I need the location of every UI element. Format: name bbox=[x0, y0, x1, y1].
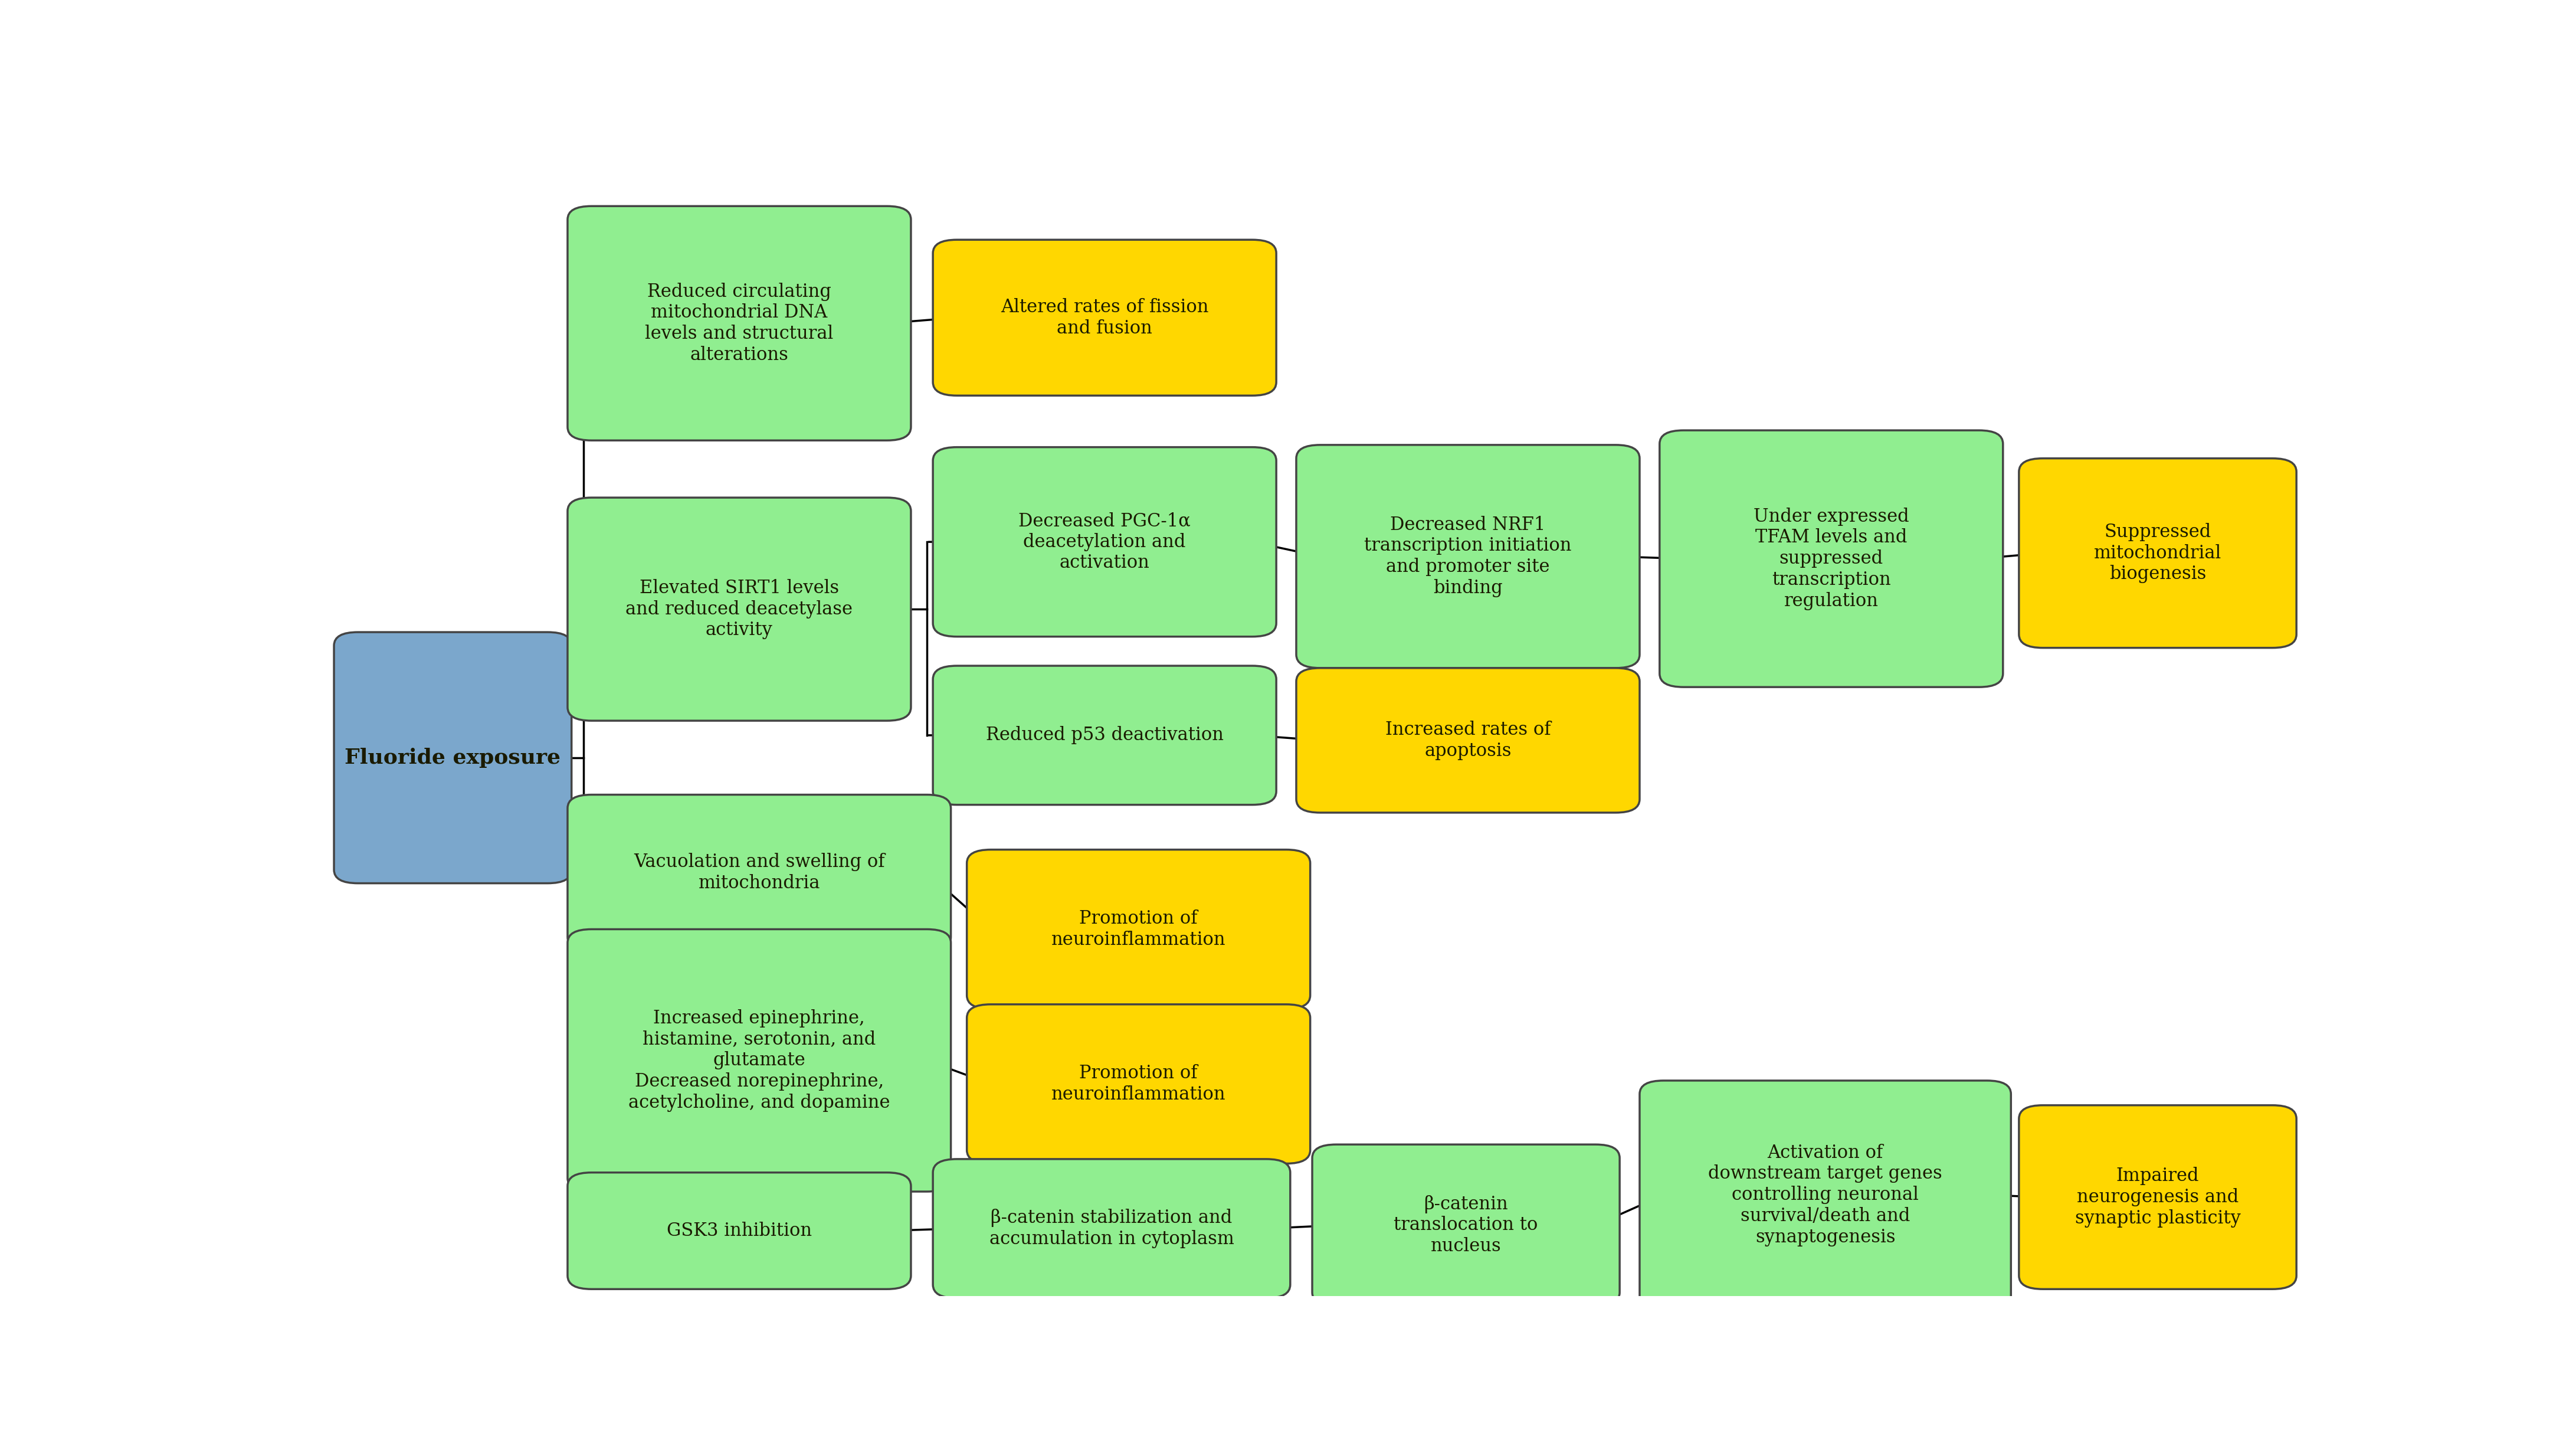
FancyBboxPatch shape bbox=[966, 850, 1311, 1009]
Text: Increased epinephrine,
histamine, serotonin, and
glutamate
Decreased norepinephr: Increased epinephrine, histamine, seroto… bbox=[629, 1009, 891, 1112]
Text: Vacuolation and swelling of
mitochondria: Vacuolation and swelling of mitochondria bbox=[634, 853, 884, 893]
FancyBboxPatch shape bbox=[567, 207, 912, 440]
FancyBboxPatch shape bbox=[2020, 1105, 2295, 1289]
FancyBboxPatch shape bbox=[2020, 459, 2295, 648]
FancyBboxPatch shape bbox=[933, 447, 1275, 636]
FancyBboxPatch shape bbox=[966, 1005, 1311, 1163]
Text: Altered rates of fission
and fusion: Altered rates of fission and fusion bbox=[999, 298, 1208, 338]
FancyBboxPatch shape bbox=[1311, 1144, 1620, 1306]
Text: Activation of
downstream target genes
controlling neuronal
survival/death and
sy: Activation of downstream target genes co… bbox=[1708, 1143, 1942, 1246]
FancyBboxPatch shape bbox=[567, 795, 951, 951]
Text: Reduced p53 deactivation: Reduced p53 deactivation bbox=[987, 727, 1224, 744]
FancyBboxPatch shape bbox=[335, 632, 572, 884]
FancyBboxPatch shape bbox=[1659, 431, 2004, 687]
Text: Elevated SIRT1 levels
and reduced deacetylase
activity: Elevated SIRT1 levels and reduced deacet… bbox=[626, 579, 853, 639]
Text: GSK3 inhibition: GSK3 inhibition bbox=[667, 1222, 811, 1241]
FancyBboxPatch shape bbox=[933, 240, 1275, 396]
FancyBboxPatch shape bbox=[567, 929, 951, 1191]
FancyBboxPatch shape bbox=[567, 1172, 912, 1289]
Text: Under expressed
TFAM levels and
suppressed
transcription
regulation: Under expressed TFAM levels and suppress… bbox=[1754, 507, 1909, 610]
FancyBboxPatch shape bbox=[567, 498, 912, 721]
Text: Promotion of
neuroinflammation: Promotion of neuroinflammation bbox=[1051, 910, 1226, 949]
FancyBboxPatch shape bbox=[933, 665, 1275, 805]
FancyBboxPatch shape bbox=[1296, 446, 1638, 668]
Text: Fluoride exposure: Fluoride exposure bbox=[345, 748, 562, 767]
FancyBboxPatch shape bbox=[1296, 668, 1638, 812]
Text: Promotion of
neuroinflammation: Promotion of neuroinflammation bbox=[1051, 1064, 1226, 1104]
Text: Impaired
neurogenesis and
synaptic plasticity: Impaired neurogenesis and synaptic plast… bbox=[2074, 1166, 2241, 1227]
Text: β-catenin
translocation to
nucleus: β-catenin translocation to nucleus bbox=[1394, 1195, 1538, 1255]
Text: Suppressed
mitochondrial
biogenesis: Suppressed mitochondrial biogenesis bbox=[2094, 523, 2221, 584]
FancyBboxPatch shape bbox=[1641, 1080, 2012, 1309]
Text: Reduced circulating
mitochondrial DNA
levels and structural
alterations: Reduced circulating mitochondrial DNA le… bbox=[644, 282, 835, 364]
FancyBboxPatch shape bbox=[933, 1159, 1291, 1299]
Text: β-catenin stabilization and
accumulation in cytoplasm: β-catenin stabilization and accumulation… bbox=[989, 1208, 1234, 1248]
Text: Decreased PGC-1α
deacetylation and
activation: Decreased PGC-1α deacetylation and activ… bbox=[1018, 511, 1190, 572]
Text: Increased rates of
apoptosis: Increased rates of apoptosis bbox=[1386, 721, 1551, 760]
Text: Decreased NRF1
transcription initiation
and promoter site
binding: Decreased NRF1 transcription initiation … bbox=[1365, 515, 1571, 597]
